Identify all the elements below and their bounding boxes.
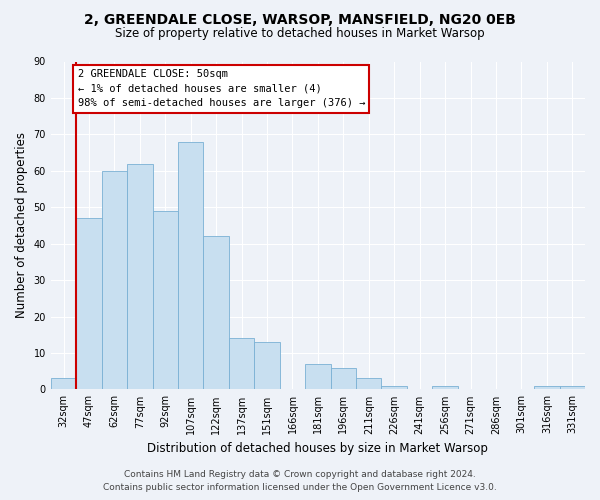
Bar: [203, 236, 229, 390]
Text: 2 GREENDALE CLOSE: 50sqm
← 1% of detached houses are smaller (4)
98% of semi-det: 2 GREENDALE CLOSE: 50sqm ← 1% of detache…: [77, 69, 365, 108]
Text: Contains HM Land Registry data © Crown copyright and database right 2024.
Contai: Contains HM Land Registry data © Crown c…: [103, 470, 497, 492]
Bar: [560, 386, 585, 390]
Bar: [229, 338, 254, 390]
Bar: [356, 378, 382, 390]
Bar: [127, 164, 152, 390]
Y-axis label: Number of detached properties: Number of detached properties: [15, 132, 28, 318]
Bar: [382, 386, 407, 390]
Bar: [76, 218, 101, 390]
X-axis label: Distribution of detached houses by size in Market Warsop: Distribution of detached houses by size …: [148, 442, 488, 455]
Bar: [433, 386, 458, 390]
Bar: [254, 342, 280, 390]
Bar: [51, 378, 76, 390]
Bar: [305, 364, 331, 390]
Bar: [101, 171, 127, 390]
Bar: [534, 386, 560, 390]
Bar: [331, 368, 356, 390]
Text: Size of property relative to detached houses in Market Warsop: Size of property relative to detached ho…: [115, 28, 485, 40]
Bar: [178, 142, 203, 390]
Text: 2, GREENDALE CLOSE, WARSOP, MANSFIELD, NG20 0EB: 2, GREENDALE CLOSE, WARSOP, MANSFIELD, N…: [84, 12, 516, 26]
Bar: [152, 211, 178, 390]
